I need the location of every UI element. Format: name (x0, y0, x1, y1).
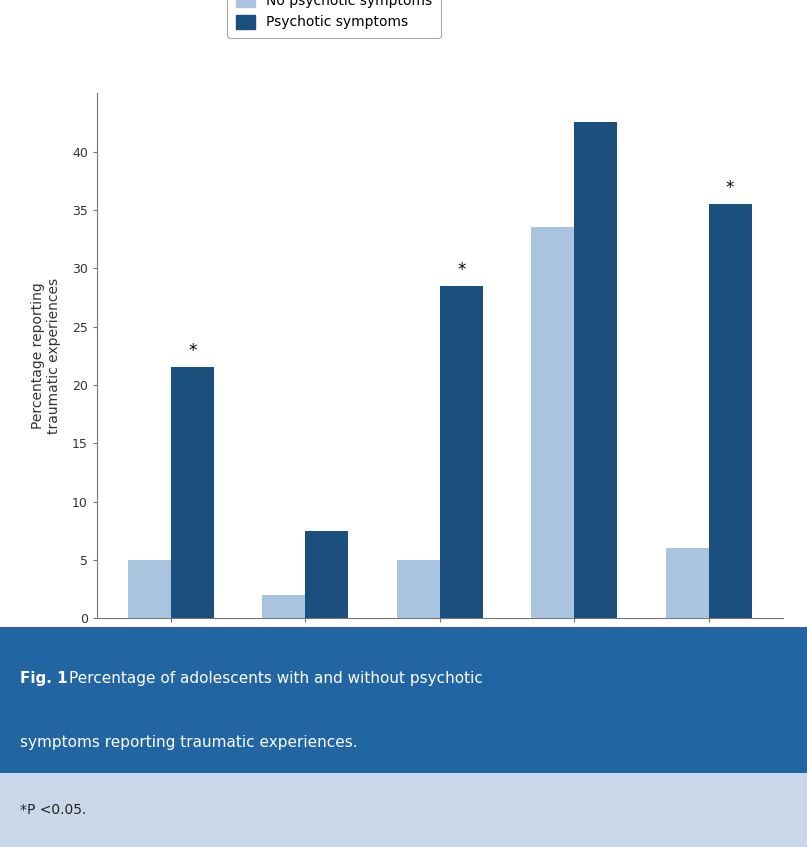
Text: *: * (188, 342, 197, 361)
Text: Fig. 1: Fig. 1 (20, 671, 68, 686)
Bar (262, 595, 305, 618)
Bar (666, 548, 709, 618)
Legend: No psychotic symptoms, Psychotic symptoms: No psychotic symptoms, Psychotic symptom… (228, 0, 441, 38)
Text: Percentage of adolescents with and without psychotic: Percentage of adolescents with and witho… (69, 671, 483, 686)
Text: *: * (457, 261, 466, 279)
Text: *P <0.05.: *P <0.05. (20, 803, 86, 817)
Bar (397, 560, 440, 618)
Bar (440, 285, 483, 618)
Bar (171, 368, 214, 618)
Y-axis label: Percentage reporting
traumatic experiences: Percentage reporting traumatic experienc… (31, 278, 61, 434)
Text: *: * (726, 179, 734, 197)
Bar (128, 560, 171, 618)
X-axis label: Type of trauma: Type of trauma (387, 752, 492, 766)
Bar (575, 122, 617, 618)
Bar (305, 531, 349, 618)
Bar (709, 204, 751, 618)
Bar (531, 227, 575, 618)
Text: symptoms reporting traumatic experiences.: symptoms reporting traumatic experiences… (20, 735, 358, 750)
